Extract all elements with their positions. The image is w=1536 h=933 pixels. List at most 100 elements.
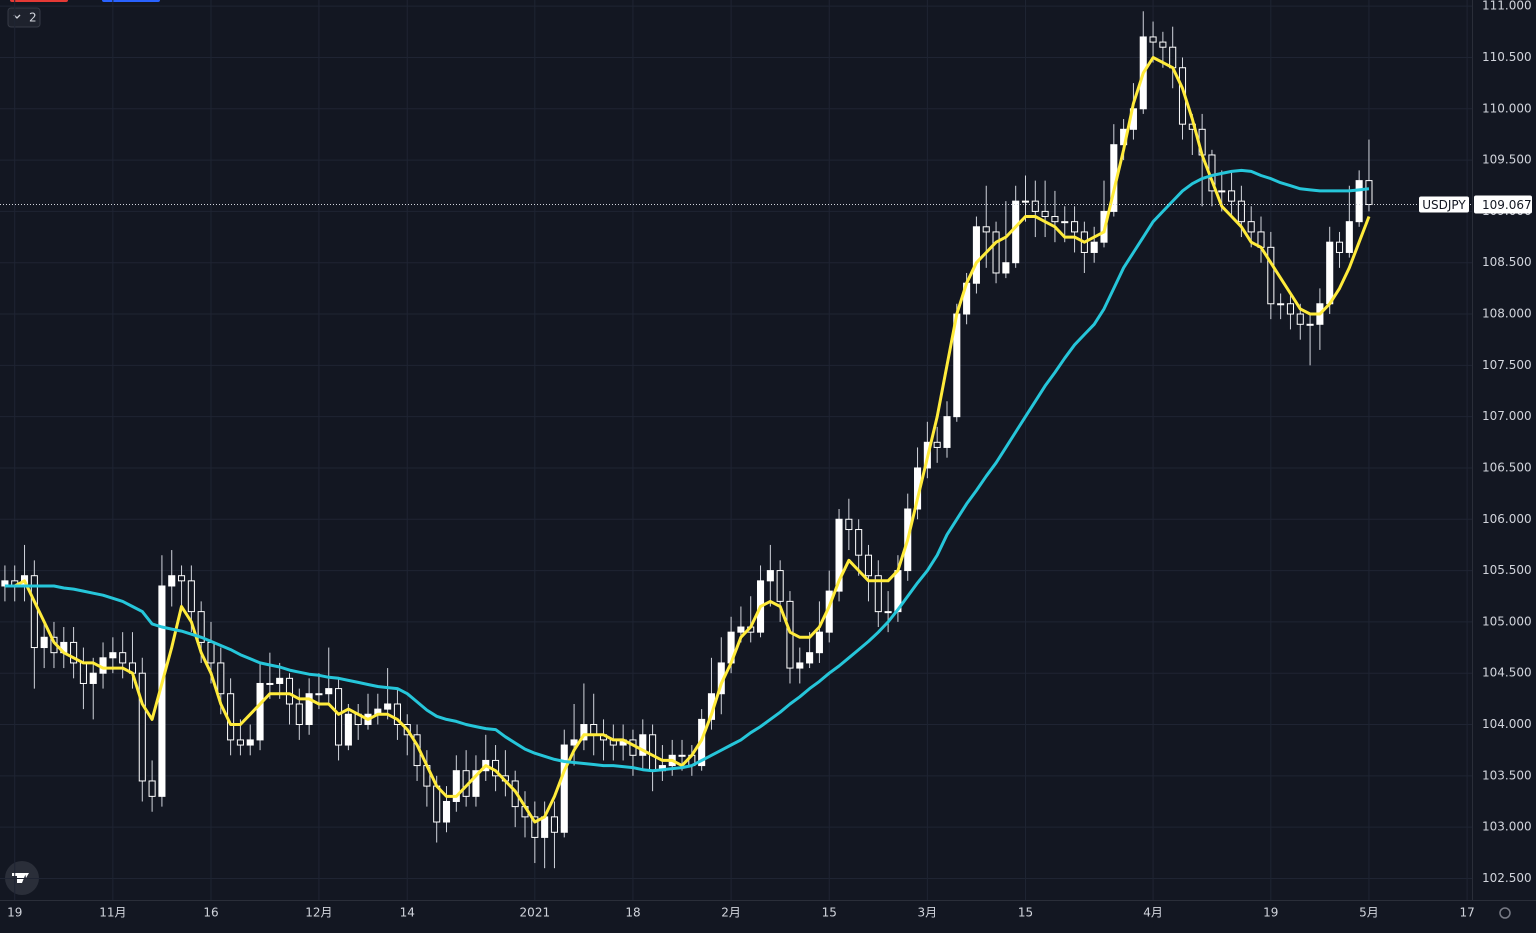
candle-body	[855, 529, 863, 556]
x-tick-label: 18	[625, 906, 640, 920]
candle-body	[178, 575, 186, 582]
candle-body	[678, 754, 686, 757]
candle-body	[884, 611, 892, 614]
x-tick-label: 14	[400, 906, 415, 920]
settings-icon[interactable]	[1499, 907, 1511, 919]
candle-body	[246, 739, 254, 746]
candle-body	[766, 570, 774, 582]
indicator-toggle[interactable]: 2	[7, 7, 41, 28]
indicator-count: 2	[29, 11, 37, 25]
candle-body	[109, 652, 117, 659]
candle-body	[207, 641, 215, 664]
toggle-box[interactable]	[7, 7, 41, 28]
candle-body	[168, 575, 176, 587]
candle-body	[1326, 241, 1334, 305]
candle-body	[1296, 313, 1304, 325]
candle-body	[796, 662, 804, 669]
candle-body	[148, 780, 156, 797]
candle-body	[580, 724, 588, 741]
y-tick-label: 104.000	[1482, 717, 1532, 731]
candle-body	[1355, 180, 1363, 223]
y-tick-label: 105.000	[1482, 614, 1532, 628]
x-tick-label: 19	[1263, 906, 1278, 920]
y-tick-label: 108.500	[1482, 255, 1532, 269]
candle-body	[1041, 210, 1049, 218]
gear-icon[interactable]	[1499, 907, 1511, 919]
candle-body	[776, 570, 784, 602]
candle-body	[1228, 190, 1236, 202]
x-tick-label: 2月	[721, 906, 741, 920]
candle-body	[1071, 221, 1079, 233]
candle-body	[187, 580, 195, 613]
x-tick-label: 4月	[1143, 906, 1163, 920]
candle-body	[1021, 200, 1030, 203]
candle-body	[806, 652, 814, 664]
candle-body	[590, 724, 598, 736]
candle-body	[256, 682, 264, 741]
candle-body	[1051, 216, 1059, 223]
x-tick-label: 5月	[1359, 906, 1379, 920]
y-tick-label: 110.000	[1482, 101, 1532, 115]
axes: 111.000110.500110.000109.500109.000108.5…	[7, 0, 1532, 920]
x-tick-label: 12月	[305, 906, 332, 920]
y-tick-label: 103.000	[1482, 820, 1532, 834]
y-tick-label: 102.500	[1482, 871, 1532, 885]
candle-body	[992, 231, 1000, 274]
candle-body	[1335, 241, 1344, 253]
candle-body	[560, 744, 568, 833]
y-tick-label: 107.000	[1482, 409, 1532, 423]
y-tick-label: 110.500	[1482, 50, 1532, 64]
candle-body	[315, 693, 323, 696]
y-tick-label: 111.000	[1482, 0, 1532, 13]
y-tick-label: 106.500	[1482, 460, 1532, 474]
candle-body	[1002, 262, 1010, 274]
candle-body	[1306, 323, 1314, 326]
last-price-label: 109.067	[1482, 198, 1532, 212]
candle-body	[276, 677, 284, 684]
y-tick-label: 104.500	[1482, 666, 1532, 680]
candle-body	[1159, 41, 1167, 48]
y-tick-label: 109.500	[1482, 153, 1532, 167]
candle-body	[972, 226, 980, 284]
candle-body	[442, 800, 451, 823]
x-tick-label: 19	[7, 906, 22, 920]
moving-average-line	[4, 56, 1371, 824]
candle-body	[943, 416, 951, 448]
y-tick-label: 106.000	[1482, 512, 1532, 526]
symbol-label: USDJPY	[1422, 198, 1466, 212]
legend-stub	[10, 0, 68, 2]
candle-body	[295, 703, 303, 726]
candle-body	[197, 611, 205, 643]
x-tick-label: 17	[1459, 906, 1474, 920]
candle-body	[1218, 190, 1226, 193]
candle-body	[1169, 46, 1177, 69]
candle-body	[344, 713, 352, 746]
candle-body	[119, 652, 127, 664]
candle-body	[305, 693, 313, 726]
candle-body	[835, 518, 843, 592]
x-tick-label: 11月	[99, 906, 126, 920]
candle-body	[70, 641, 78, 664]
moving-average-line	[4, 168, 1370, 773]
candle-body	[541, 816, 549, 838]
y-tick-label: 103.500	[1482, 768, 1532, 782]
candle-body	[236, 739, 244, 746]
candle-body	[845, 518, 853, 531]
candle-body	[639, 734, 647, 756]
candle-body	[40, 636, 48, 649]
candle-body	[79, 662, 87, 684]
y-tick-label: 105.500	[1482, 563, 1532, 577]
candle-body	[89, 672, 97, 684]
candle-body	[1237, 200, 1245, 223]
candle-body	[472, 770, 480, 797]
candle-body	[1090, 241, 1098, 253]
candle-body	[30, 575, 38, 649]
candle-body	[874, 575, 882, 613]
candle-body	[737, 626, 745, 633]
candle-body	[138, 672, 146, 782]
candle-body	[982, 226, 990, 233]
x-tick-label: 15	[1018, 906, 1033, 920]
x-tick-label: 15	[822, 906, 837, 920]
candle-body	[1012, 200, 1020, 264]
